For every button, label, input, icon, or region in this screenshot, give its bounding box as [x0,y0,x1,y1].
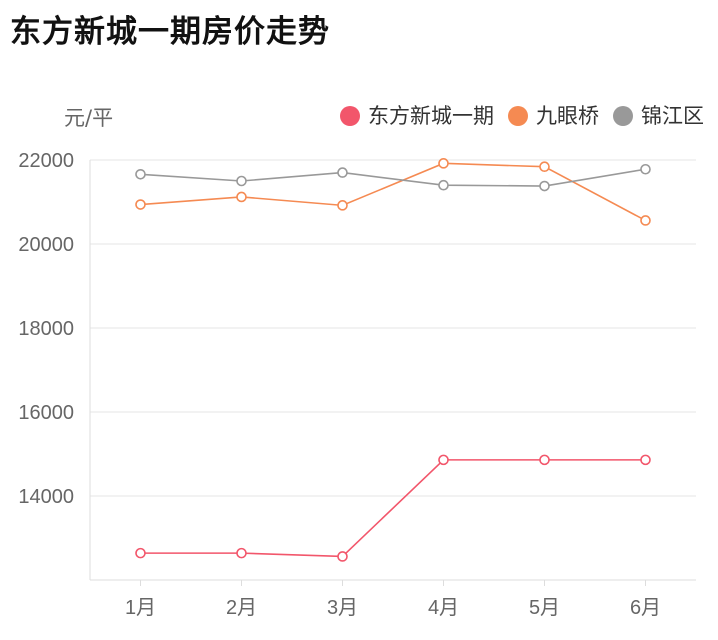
data-point [640,163,651,175]
series-line [140,168,646,187]
x-tick-label: 6月 [630,597,661,619]
legend-label: 东方新城一期 [368,104,494,128]
x-tick-label: 3月 [327,597,358,619]
chart-title: 东方新城一期房价走势 [10,14,330,50]
data-point [438,158,449,169]
legend-label: 九眼桥 [536,104,599,128]
series-line [140,162,646,222]
legend-marker [340,106,360,126]
data-point [337,200,348,211]
legend-label: 锦江区 [641,104,704,128]
data-point [438,179,449,191]
legend-marker [508,106,528,126]
y-tick-label: 18000 [18,318,74,340]
y-tick-label: 22000 [18,150,74,172]
data-point [539,454,550,466]
data-point [135,168,146,180]
x-tick-label: 5月 [529,597,560,619]
data-point [337,167,348,178]
data-point [640,454,651,466]
legend-marker [613,106,633,126]
data-point [640,215,651,226]
data-point [135,547,146,559]
data-point [438,454,449,466]
data-point [539,161,550,173]
data-point [236,175,247,187]
data-point [539,180,550,192]
data-point [135,199,146,210]
data-point [236,547,247,559]
x-tick-label: 4月 [428,597,459,619]
x-tick-label: 2月 [226,597,257,619]
data-point [337,551,348,562]
y-axis-unit: 元/平 [64,106,113,130]
y-tick-label: 20000 [18,234,74,256]
x-tick-label: 1月 [125,597,156,619]
series-line [140,459,646,558]
data-point [236,191,247,203]
y-tick-label: 16000 [18,402,74,424]
y-tick-label: 14000 [18,486,74,508]
